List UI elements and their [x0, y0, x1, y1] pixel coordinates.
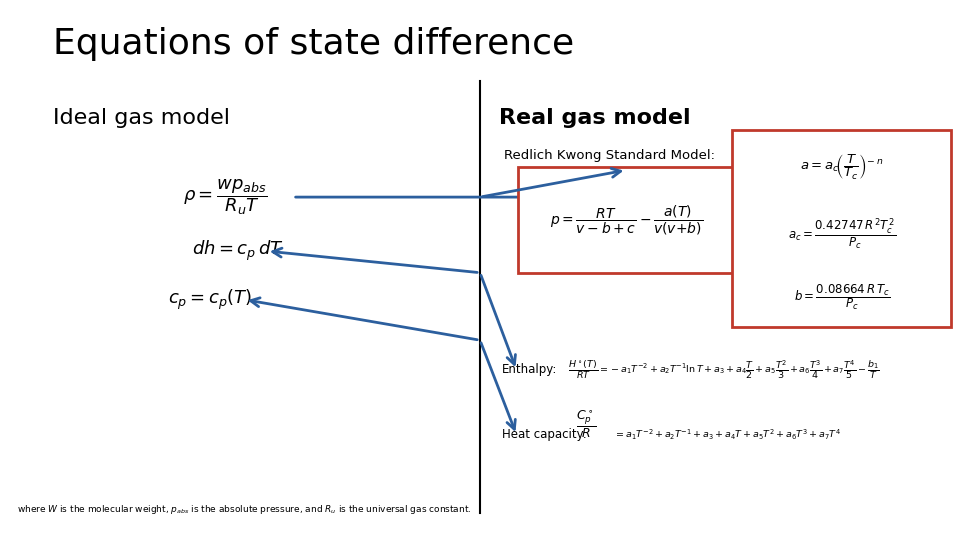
- Text: Equations of state difference: Equations of state difference: [53, 27, 574, 61]
- Text: Heat capacity:: Heat capacity:: [502, 428, 587, 441]
- Text: $\dfrac{C_p^\circ}{R}$: $\dfrac{C_p^\circ}{R}$: [576, 408, 597, 440]
- Text: $a_c{=}\dfrac{0.42747\,R^2 T_c^{\,2}}{P_c}$: $a_c{=}\dfrac{0.42747\,R^2 T_c^{\,2}}{P_…: [787, 217, 897, 251]
- Text: $c_p = c_p(T)$: $c_p = c_p(T)$: [168, 288, 252, 312]
- FancyBboxPatch shape: [518, 167, 734, 273]
- Text: Real gas model: Real gas model: [499, 108, 691, 128]
- Text: Ideal gas model: Ideal gas model: [53, 108, 229, 128]
- Text: $a{=}a_c\!\left(\dfrac{T}{T_c}\right)^{\!-n}$: $a{=}a_c\!\left(\dfrac{T}{T_c}\right)^{\…: [801, 152, 883, 181]
- FancyBboxPatch shape: [732, 130, 951, 327]
- Text: $p{=}\dfrac{RT}{v-b+c} - \dfrac{a(T)}{v(v{+}b)}$: $p{=}\dfrac{RT}{v-b+c} - \dfrac{a(T)}{v(…: [550, 204, 703, 237]
- Text: $\dfrac{H^\circ(T)}{RT} = -a_1 T^{-2} + a_2 T^{-1}\ln T + a_3 + a_4\dfrac{T}{2} : $\dfrac{H^\circ(T)}{RT} = -a_1 T^{-2} + …: [568, 359, 880, 381]
- Text: $dh = c_p\, dT$: $dh = c_p\, dT$: [192, 239, 284, 263]
- Text: Redlich Kwong Standard Model:: Redlich Kwong Standard Model:: [504, 148, 715, 161]
- Text: $b{=}\dfrac{0.08664\,R\,T_c}{P_c}$: $b{=}\dfrac{0.08664\,R\,T_c}{P_c}$: [794, 282, 890, 312]
- Text: where $W$ is the molecular weight, $p_{abs}$ is the absolute pressure, and $R_u$: where $W$ is the molecular weight, $p_{a…: [17, 503, 472, 516]
- Text: $= a_1 T^{-2} + a_2 T^{-1} + a_3 + a_4 T + a_5 T^2 + a_6 T^3 + a_7 T^4$: $= a_1 T^{-2} + a_2 T^{-1} + a_3 + a_4 T…: [614, 428, 841, 442]
- Text: $\rho = \dfrac{wp_{abs}}{R_u T}$: $\rho = \dfrac{wp_{abs}}{R_u T}$: [183, 177, 268, 217]
- Text: Enthalpy:: Enthalpy:: [502, 363, 558, 376]
